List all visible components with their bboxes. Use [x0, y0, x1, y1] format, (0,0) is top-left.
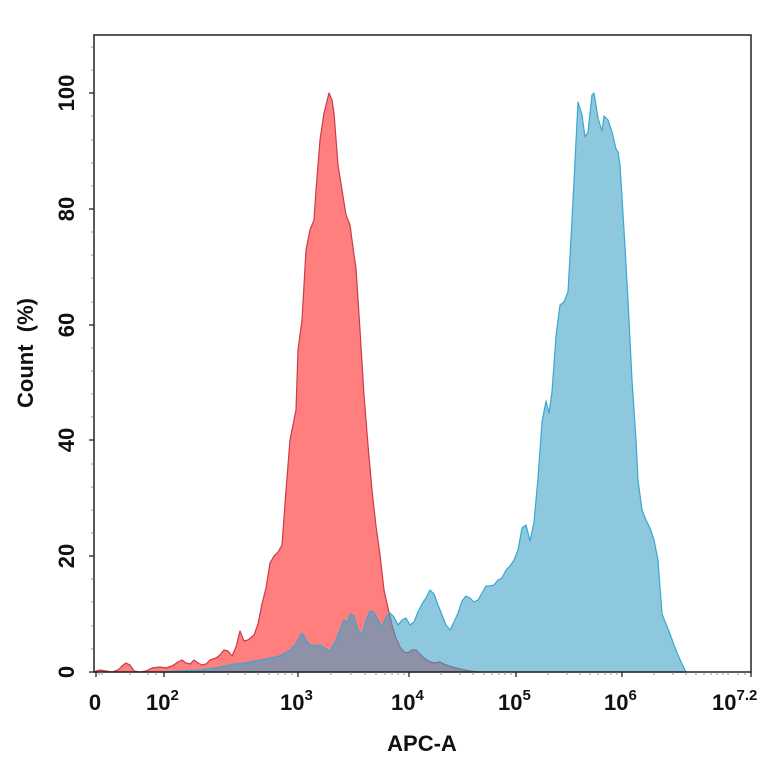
- y-tick-20: 20: [54, 544, 79, 568]
- x-tick-1e3: 103: [280, 687, 313, 715]
- y-tick-80: 80: [54, 197, 79, 221]
- red-histogram-area: [93, 92, 481, 673]
- blue-histogram-area: [159, 92, 687, 673]
- y-axis-title: Count (%): [13, 298, 38, 408]
- plot-frame: [93, 34, 752, 673]
- x-tick-1e6: 106: [604, 687, 637, 715]
- x-axis: [95, 672, 752, 677]
- x-tick-0: 0: [89, 690, 101, 715]
- y-tick-60: 60: [54, 313, 79, 337]
- y-tick-100: 100: [54, 75, 79, 112]
- x-tick-1e2: 102: [146, 687, 179, 715]
- x-tick-labels: 0 102 103 104 105 106 107.2: [89, 687, 757, 715]
- y-tick-0: 0: [54, 666, 79, 678]
- y-tick-40: 40: [54, 428, 79, 452]
- x-tick-1e7-2: 107.2: [712, 687, 757, 715]
- x-axis-title: APC-A: [387, 731, 457, 756]
- y-tick-labels: 0 20 40 60 80 100: [54, 75, 79, 678]
- x-tick-1e4: 104: [391, 687, 424, 715]
- x-tick-1e5: 105: [498, 687, 531, 715]
- y-axis: [89, 46, 94, 673]
